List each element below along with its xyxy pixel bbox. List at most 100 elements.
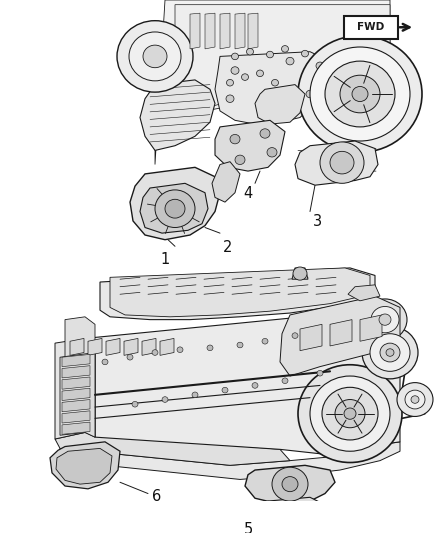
Polygon shape — [300, 324, 322, 351]
Circle shape — [386, 349, 394, 356]
Circle shape — [293, 267, 307, 280]
Circle shape — [371, 306, 399, 333]
Circle shape — [330, 151, 354, 174]
Polygon shape — [292, 268, 308, 279]
Polygon shape — [175, 5, 390, 127]
Polygon shape — [62, 366, 90, 378]
Circle shape — [266, 51, 273, 58]
Polygon shape — [360, 315, 382, 341]
Circle shape — [132, 401, 138, 407]
Circle shape — [370, 334, 410, 372]
Polygon shape — [245, 465, 335, 503]
Polygon shape — [248, 13, 258, 49]
Polygon shape — [62, 411, 90, 423]
Circle shape — [322, 387, 378, 440]
FancyBboxPatch shape — [344, 16, 398, 38]
Circle shape — [177, 347, 183, 352]
Circle shape — [262, 338, 268, 344]
Circle shape — [352, 86, 368, 101]
Polygon shape — [62, 400, 90, 412]
Polygon shape — [142, 338, 156, 356]
Polygon shape — [348, 285, 380, 301]
Circle shape — [226, 79, 233, 86]
Polygon shape — [110, 268, 370, 317]
Polygon shape — [62, 388, 90, 400]
Polygon shape — [235, 13, 245, 49]
Polygon shape — [50, 442, 120, 489]
Circle shape — [260, 129, 270, 138]
Circle shape — [117, 21, 193, 92]
Polygon shape — [55, 338, 95, 439]
Polygon shape — [215, 52, 330, 124]
Circle shape — [226, 95, 234, 102]
Polygon shape — [100, 268, 375, 320]
Circle shape — [129, 32, 181, 81]
Polygon shape — [70, 338, 84, 356]
Circle shape — [207, 345, 213, 351]
Text: 6: 6 — [152, 489, 161, 504]
Circle shape — [397, 383, 433, 416]
Circle shape — [152, 350, 158, 356]
Circle shape — [363, 299, 407, 340]
Polygon shape — [330, 320, 352, 346]
Circle shape — [241, 74, 248, 80]
Circle shape — [257, 70, 264, 77]
Text: 5: 5 — [244, 522, 253, 533]
Text: 2: 2 — [223, 240, 233, 255]
Polygon shape — [65, 317, 95, 357]
Polygon shape — [62, 377, 90, 389]
Circle shape — [272, 79, 279, 86]
Circle shape — [306, 90, 314, 98]
Polygon shape — [85, 310, 400, 456]
Circle shape — [379, 314, 391, 325]
Circle shape — [316, 62, 324, 70]
Circle shape — [235, 155, 245, 165]
Circle shape — [310, 47, 410, 141]
Circle shape — [247, 49, 254, 55]
Polygon shape — [215, 120, 285, 171]
Circle shape — [405, 390, 425, 409]
Circle shape — [272, 467, 308, 501]
Circle shape — [317, 370, 323, 376]
Circle shape — [231, 67, 239, 74]
Polygon shape — [55, 432, 290, 465]
Circle shape — [267, 148, 277, 157]
Circle shape — [230, 134, 240, 144]
Polygon shape — [62, 422, 90, 434]
Circle shape — [362, 326, 418, 379]
Polygon shape — [140, 80, 215, 150]
Circle shape — [335, 400, 365, 428]
Circle shape — [286, 58, 294, 65]
Circle shape — [344, 408, 356, 419]
Circle shape — [237, 342, 243, 348]
Text: 4: 4 — [244, 186, 253, 201]
Polygon shape — [60, 442, 400, 480]
Polygon shape — [295, 141, 378, 185]
Polygon shape — [258, 497, 325, 531]
Polygon shape — [212, 161, 240, 202]
Circle shape — [310, 376, 390, 451]
Polygon shape — [155, 0, 390, 165]
Circle shape — [127, 354, 133, 360]
Polygon shape — [106, 338, 120, 356]
Polygon shape — [62, 354, 90, 367]
Circle shape — [340, 75, 380, 113]
Polygon shape — [130, 167, 220, 240]
Circle shape — [143, 45, 167, 68]
Circle shape — [282, 46, 289, 52]
Circle shape — [252, 383, 258, 388]
Circle shape — [162, 397, 168, 402]
Polygon shape — [60, 352, 95, 437]
Polygon shape — [88, 338, 102, 356]
Circle shape — [222, 387, 228, 393]
Polygon shape — [124, 338, 138, 356]
Text: FWD: FWD — [357, 22, 385, 33]
Circle shape — [155, 190, 195, 228]
Circle shape — [292, 333, 298, 338]
Circle shape — [301, 50, 308, 57]
Circle shape — [320, 142, 364, 183]
Text: 3: 3 — [314, 214, 322, 229]
Circle shape — [282, 477, 298, 491]
Polygon shape — [220, 13, 230, 49]
Circle shape — [411, 396, 419, 403]
